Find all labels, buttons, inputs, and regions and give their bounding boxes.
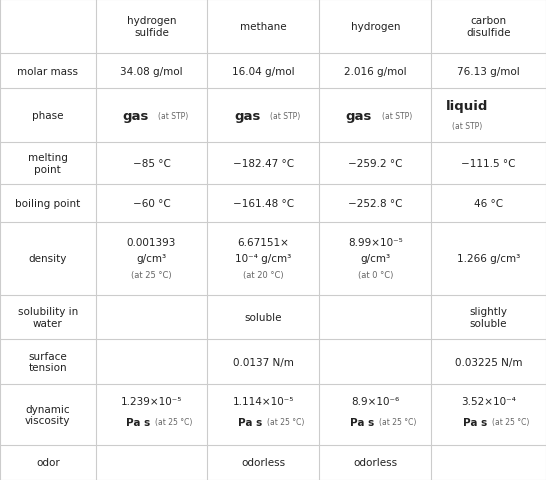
Text: (at 0 °C): (at 0 °C) (358, 270, 393, 279)
Text: −85 °C: −85 °C (133, 159, 170, 169)
Text: 0.0137 N/m: 0.0137 N/m (233, 357, 294, 367)
Text: (at STP): (at STP) (270, 111, 300, 120)
Text: methane: methane (240, 22, 287, 32)
Text: hydrogen: hydrogen (351, 22, 400, 32)
Text: gas: gas (234, 109, 260, 122)
Text: gas: gas (122, 109, 149, 122)
Text: 8.99×10⁻⁵: 8.99×10⁻⁵ (348, 238, 403, 248)
Text: (at STP): (at STP) (382, 111, 412, 120)
Text: surface
tension: surface tension (28, 351, 67, 372)
Text: slightly
soluble: slightly soluble (470, 307, 508, 328)
Text: Pa s: Pa s (349, 417, 374, 427)
Text: Pa s: Pa s (126, 417, 150, 427)
Text: g/cm³: g/cm³ (360, 254, 390, 264)
Text: (at 25 °C): (at 25 °C) (155, 417, 192, 426)
Text: g/cm³: g/cm³ (136, 254, 167, 264)
Text: (at 25 °C): (at 25 °C) (131, 270, 172, 279)
Text: odorless: odorless (353, 457, 397, 468)
Text: 2.016 g/mol: 2.016 g/mol (344, 66, 407, 76)
Text: dynamic
viscosity: dynamic viscosity (25, 404, 70, 425)
Text: −182.47 °C: −182.47 °C (233, 159, 294, 169)
Text: gas: gas (346, 109, 372, 122)
Text: boiling point: boiling point (15, 199, 80, 209)
Text: 0.03225 N/m: 0.03225 N/m (455, 357, 523, 367)
Text: −252.8 °C: −252.8 °C (348, 199, 402, 209)
Text: phase: phase (32, 111, 63, 121)
Text: molar mass: molar mass (17, 66, 78, 76)
Text: 16.04 g/mol: 16.04 g/mol (232, 66, 295, 76)
Text: 10⁻⁴ g/cm³: 10⁻⁴ g/cm³ (235, 254, 292, 264)
Text: odorless: odorless (241, 457, 286, 468)
Text: carbon
disulfide: carbon disulfide (466, 16, 511, 38)
Text: 46 °C: 46 °C (474, 199, 503, 209)
Text: 1.266 g/cm³: 1.266 g/cm³ (457, 254, 520, 264)
Text: Pa s: Pa s (238, 417, 262, 427)
Text: (at 25 °C): (at 25 °C) (266, 417, 304, 426)
Text: 76.13 g/mol: 76.13 g/mol (458, 66, 520, 76)
Text: (at STP): (at STP) (452, 122, 482, 131)
Text: hydrogen
sulfide: hydrogen sulfide (127, 16, 176, 38)
Text: (at 25 °C): (at 25 °C) (378, 417, 416, 426)
Text: 3.52×10⁻⁴: 3.52×10⁻⁴ (461, 396, 516, 407)
Text: 1.114×10⁻⁵: 1.114×10⁻⁵ (233, 396, 294, 407)
Text: 0.001393: 0.001393 (127, 238, 176, 248)
Text: Pa s: Pa s (463, 417, 487, 427)
Text: soluble: soluble (245, 312, 282, 322)
Text: 1.239×10⁻⁵: 1.239×10⁻⁵ (121, 396, 182, 407)
Text: −259.2 °C: −259.2 °C (348, 159, 402, 169)
Text: solubility in
water: solubility in water (17, 307, 78, 328)
Text: odor: odor (36, 457, 60, 468)
Text: 6.67151×: 6.67151× (238, 238, 289, 248)
Text: (at 25 °C): (at 25 °C) (492, 417, 529, 426)
Text: −111.5 °C: −111.5 °C (461, 159, 516, 169)
Text: −161.48 °C: −161.48 °C (233, 199, 294, 209)
Text: (at STP): (at STP) (158, 111, 188, 120)
Text: 34.08 g/mol: 34.08 g/mol (120, 66, 183, 76)
Text: melting
point: melting point (28, 153, 68, 175)
Text: (at 20 °C): (at 20 °C) (243, 270, 284, 279)
Text: 8.9×10⁻⁶: 8.9×10⁻⁶ (351, 396, 400, 407)
Text: liquid: liquid (446, 100, 488, 113)
Text: density: density (28, 254, 67, 264)
Text: −60 °C: −60 °C (133, 199, 170, 209)
